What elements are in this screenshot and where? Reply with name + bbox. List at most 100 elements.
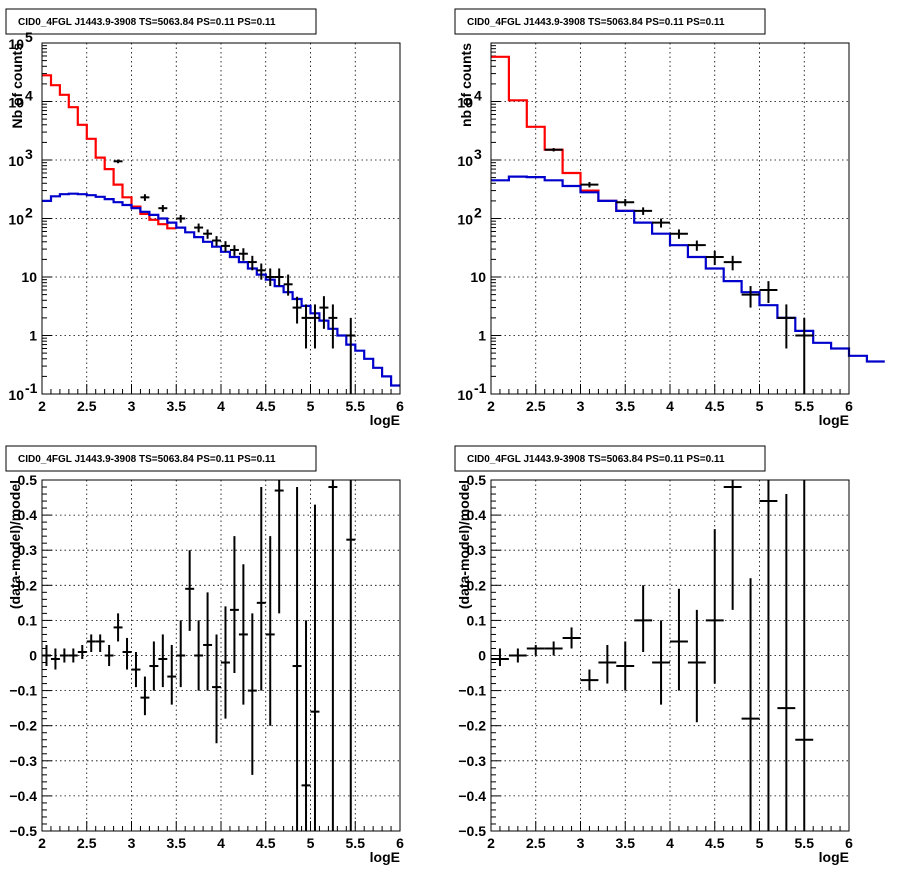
data-point [580, 182, 599, 188]
data-point [795, 317, 814, 394]
y-tick-exponent: -1 [25, 380, 38, 396]
data-point [194, 223, 204, 233]
data-point [634, 207, 653, 215]
red-histogram-series [42, 74, 177, 230]
y-axis-title: Nb of counts [9, 43, 25, 129]
x-tick-label: 4.5 [256, 398, 276, 414]
y-tick-label: −0.1 [458, 683, 486, 699]
x-tick-label: 2 [38, 835, 46, 851]
y-tick-label: 10 [8, 36, 24, 52]
y-tick-label: 0 [478, 648, 486, 664]
x-tick-label: 3.5 [616, 398, 636, 414]
data-point [301, 620, 311, 831]
data-point [274, 268, 284, 287]
data-point [310, 504, 320, 831]
data-point [274, 480, 284, 614]
y-tick-label: −0.3 [9, 753, 37, 769]
x-tick-label: 3 [577, 835, 585, 851]
x-tick-label: 6 [396, 835, 404, 851]
title-box [5, 8, 317, 35]
data-point [759, 281, 778, 303]
data-point [86, 634, 96, 652]
data-point [256, 487, 266, 691]
data-point [328, 304, 338, 349]
data-point [795, 480, 814, 831]
data-point [113, 613, 123, 642]
data-point [203, 592, 213, 691]
data-point [652, 620, 670, 705]
x-tick-label: 5.5 [346, 835, 366, 851]
x-tick-label: 2.5 [77, 398, 97, 414]
x-tick-label: 4 [666, 398, 674, 414]
x-tick-label: 4 [217, 835, 225, 851]
plot-frame [490, 42, 850, 395]
panel-title: CID0_4FGL J1443.9-3908 TS=5063.84 PS=0.1… [18, 454, 276, 465]
y-tick-label: 0.5 [18, 472, 38, 488]
y-tick-label: 10 [457, 387, 473, 403]
data-point [723, 480, 742, 610]
y-tick-exponent: 4 [25, 88, 33, 104]
y-tick-label: 10 [457, 212, 473, 228]
x-tick-label: 5 [307, 835, 315, 851]
x-tick-label: 2 [38, 398, 46, 414]
y-tick-exponent: 2 [474, 205, 482, 221]
plot-frame [490, 479, 850, 832]
x-tick-label: 5.5 [346, 398, 366, 414]
data-point [616, 641, 635, 691]
y-tick-exponent: 5 [25, 29, 33, 45]
x-tick-label: 2.5 [526, 398, 546, 414]
data-point [319, 296, 329, 329]
data-point [544, 641, 563, 656]
data-point [265, 536, 275, 726]
x-tick-label: 6 [845, 835, 853, 851]
y-tick-label: 0.5 [467, 472, 487, 488]
data-point [301, 304, 311, 349]
x-tick-label: 5 [756, 398, 764, 414]
data-point [113, 159, 123, 164]
data-point [229, 245, 239, 256]
y-tick-label: 0.3 [18, 542, 38, 558]
data-point [50, 648, 60, 670]
y-tick-label: −0.4 [458, 788, 486, 804]
data-point [777, 494, 796, 831]
data-point [687, 240, 706, 251]
x-tick-label: 3.5 [616, 835, 636, 851]
data-point [705, 529, 724, 684]
y-tick-label: −0.2 [458, 718, 486, 734]
red-histogram-series [491, 55, 635, 212]
y-tick-label: −0.5 [9, 823, 37, 839]
plot-frame [41, 42, 401, 395]
data-point [346, 317, 356, 394]
x-tick-label: 3 [128, 835, 136, 851]
data-point [221, 606, 230, 719]
x-tick-label: 4.5 [705, 398, 725, 414]
y-tick-label: 10 [470, 269, 486, 285]
x-tick-label: 2 [487, 398, 495, 414]
data-point [283, 274, 293, 296]
data-point [158, 205, 168, 212]
y-tick-label: 10 [21, 269, 37, 285]
x-axis-title: logE [370, 412, 400, 428]
data-point [723, 255, 742, 271]
y-tick-label: 10 [8, 153, 24, 169]
y-tick-exponent: 3 [25, 146, 33, 162]
x-tick-label: 4.5 [256, 835, 276, 851]
x-tick-label: 6 [845, 398, 853, 414]
x-tick-label: 4 [217, 398, 225, 414]
y-tick-exponent: 2 [25, 205, 33, 221]
data-point [149, 641, 159, 691]
title-box [5, 445, 317, 472]
data-point [229, 536, 239, 674]
x-tick-label: 6 [396, 398, 404, 414]
data-point [508, 648, 527, 663]
data-point [705, 250, 724, 266]
data-point [140, 194, 150, 201]
y-tick-label: 0 [29, 648, 37, 664]
data-point [212, 236, 221, 246]
y-tick-label: 10 [457, 95, 473, 111]
data-point [598, 644, 617, 684]
y-axis-title: nb of counts [458, 43, 474, 127]
data-point [238, 564, 248, 705]
y-tick-label: −0.1 [9, 683, 37, 699]
data-point [670, 588, 688, 691]
